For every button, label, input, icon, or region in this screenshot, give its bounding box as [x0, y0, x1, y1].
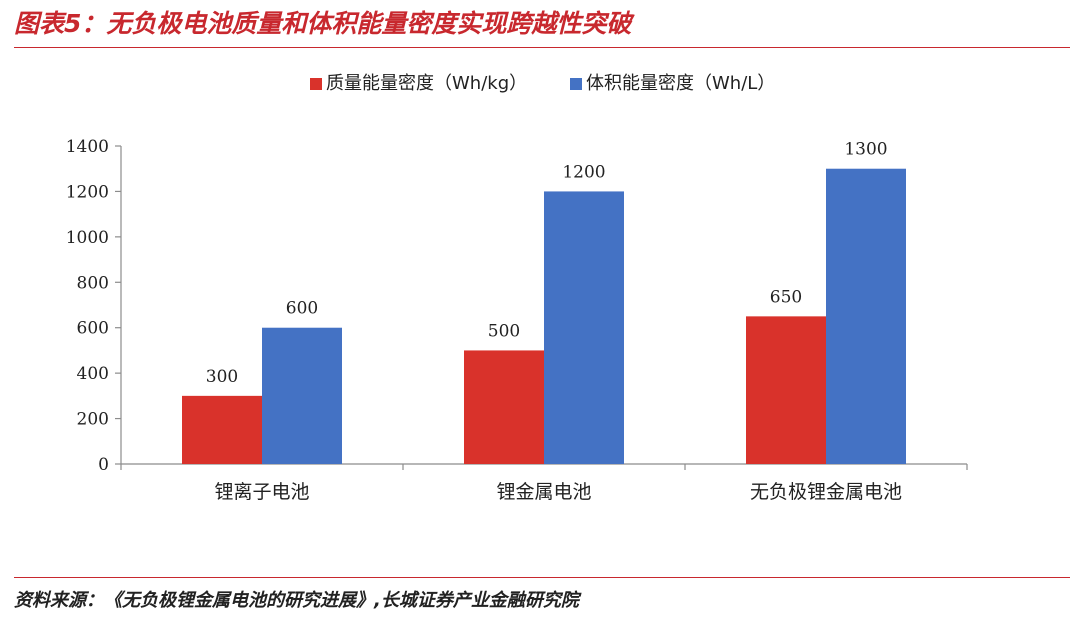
- bar: [182, 395, 262, 464]
- y-tick-label: 400: [77, 364, 109, 384]
- bar: [746, 316, 826, 464]
- data-label: 500: [488, 321, 520, 341]
- title-rule: [14, 47, 1070, 48]
- bar: [544, 191, 624, 464]
- bars: [182, 168, 906, 464]
- x-category-label: 锂离子电池: [214, 481, 309, 503]
- y-tick-label: 1400: [66, 137, 109, 157]
- bar: [262, 327, 342, 464]
- data-label: 600: [286, 299, 318, 319]
- data-label: 1300: [844, 140, 887, 160]
- legend-label: 体积能量密度（Wh/L）: [586, 73, 775, 94]
- legend-swatch: [310, 78, 322, 90]
- y-tick-label: 1000: [66, 228, 109, 248]
- x-category-label: 锂金属电池: [496, 481, 591, 503]
- data-label: 300: [206, 367, 238, 387]
- y-tick-label: 600: [77, 319, 109, 339]
- y-tick-label: 0: [98, 455, 109, 475]
- source-note: 资料来源：《无负极锂金属电池的研究进展》,长城证券产业金融研究院: [14, 590, 579, 611]
- labels: 300 600 锂离子电池 500 1200 锂金属电池 650 1300 无负极锂金属电池: [206, 140, 902, 503]
- y-tick-label: 800: [77, 273, 109, 293]
- data-label: 650: [770, 287, 802, 307]
- bar: [826, 168, 906, 464]
- y-tick-label: 200: [77, 410, 109, 430]
- legend-swatch: [570, 78, 582, 90]
- x-category-label: 无负极锂金属电池: [750, 481, 902, 503]
- data-label: 1200: [562, 162, 605, 182]
- y-tick-label: 1200: [66, 182, 109, 202]
- source-rule: [14, 577, 1070, 578]
- legend-label: 质量能量密度（Wh/kg）: [326, 73, 527, 94]
- bar: [464, 350, 544, 464]
- legend: 质量能量密度（Wh/kg） 体积能量密度（Wh/L）: [310, 73, 775, 94]
- figure-title: 图表5：无负极电池质量和体积能量密度实现跨越性突破: [14, 9, 632, 38]
